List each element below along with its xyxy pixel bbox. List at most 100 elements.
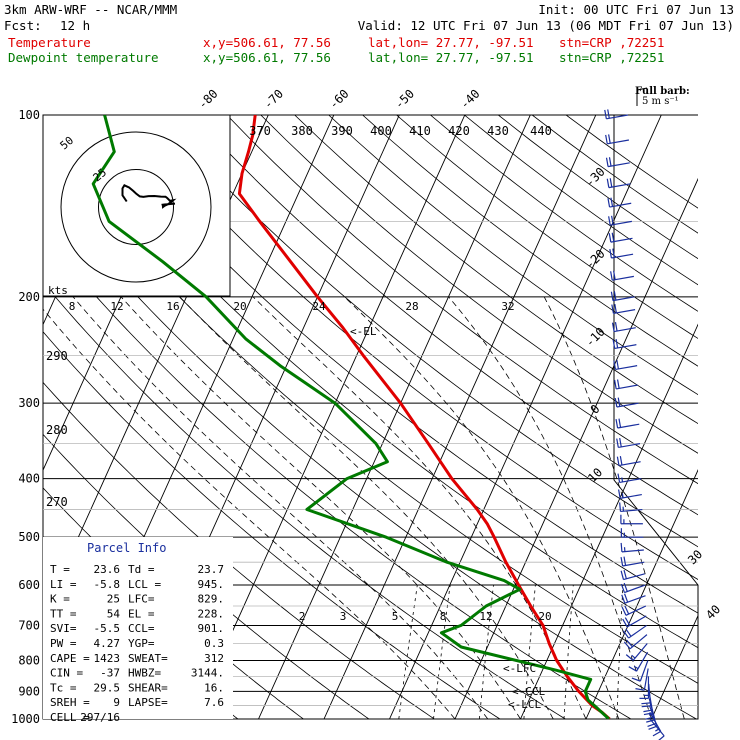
ccl-marker: <-CCL: [512, 685, 545, 698]
moist-adiabat-line: [179, 296, 554, 719]
isotherm-line: [717, 115, 740, 719]
wind-barb-staff: [612, 275, 634, 281]
parcel-param-value: 7.6: [204, 696, 224, 709]
speed-tick-label: 20: [233, 300, 246, 313]
parcel-param-name: CCL=: [128, 622, 155, 635]
wind-barb-feather: [609, 249, 612, 259]
parcel-param-name: SREH =: [50, 696, 90, 709]
parcel-param-name: Td =: [128, 563, 155, 576]
wind-barb: [616, 437, 641, 449]
temperature-tick-label: -80: [195, 87, 220, 112]
pressure-tick-label: 600: [18, 578, 40, 592]
wind-barb: [613, 359, 638, 371]
hodograph-ring: [60, 131, 212, 283]
wind-barb: [620, 569, 645, 581]
pressure-tick-label: 800: [18, 653, 40, 667]
wind-barb-feather: [614, 379, 617, 390]
wind-barb: [610, 270, 634, 281]
wind-barb-staff: [626, 615, 647, 628]
parcel-param-name: T =: [50, 563, 70, 576]
wind-barb-feather: [623, 641, 631, 650]
wind-barb-half-feather: [621, 477, 624, 483]
wind-barb-feather: [604, 109, 607, 119]
parcel-param-value: 945.: [198, 578, 225, 591]
theta-tick-label: 370: [249, 124, 271, 138]
wind-barb-staff: [623, 573, 645, 581]
mixing-ratio-tick-label: 20: [538, 610, 551, 623]
mixing-ratio-tick-label: 12: [479, 610, 492, 623]
wind-barb-feather: [616, 456, 620, 466]
parcel-param-name: HWBZ=: [128, 667, 161, 680]
wind-barb-feather: [608, 157, 612, 167]
temperature-tick-label: -40: [457, 87, 482, 112]
wind-barb-feather: [607, 198, 611, 208]
wind-barb-staff: [606, 114, 629, 120]
parcel-param-name: K =: [50, 593, 70, 606]
parcel-param-name: SHEAR=: [128, 681, 168, 694]
wind-barb-half-feather: [648, 713, 654, 716]
hodograph-trace: [121, 184, 177, 209]
wind-barb-feather: [658, 735, 665, 740]
temperature-tick-label: 30: [685, 547, 705, 567]
wind-barb-staff: [614, 344, 637, 350]
wind-barb-feather: [605, 134, 608, 144]
wind-barb-feather: [615, 419, 619, 429]
wind-barb-half-feather: [633, 665, 639, 670]
wind-barb-feather: [645, 716, 655, 720]
valid-time: Valid: 12 UTC Fri 07 Jun 13 (06 MDT Fri …: [358, 18, 734, 33]
dry-adiabat-line: [464, 115, 698, 286]
parcel-info-box: [43, 537, 233, 719]
forecast-label: Fcst:: [4, 18, 42, 33]
legend-dewpoint-name: Dewpoint temperature: [8, 50, 159, 65]
parcel-param-value: 228.: [198, 607, 225, 620]
wind-barb-staff: [609, 202, 632, 208]
wind-barb-feather: [612, 339, 616, 349]
parcel-param-name: EL =: [128, 607, 155, 620]
parcel-param-value: 25: [107, 593, 120, 606]
parcel-param-value: -5.5: [94, 622, 121, 635]
parcel-param-value: 9: [113, 696, 120, 709]
wind-barb-feather: [606, 178, 610, 188]
parcel-param-value: 297/16: [80, 711, 120, 724]
hodograph: [42, 114, 231, 297]
wind-barb-staff: [636, 651, 649, 672]
wind-barb-staff: [618, 461, 641, 467]
wind-barb: [621, 605, 647, 616]
dry-adiabat-line: [362, 115, 698, 367]
theta-tick-label: 290: [46, 349, 68, 363]
hodograph-kts-label: kts: [48, 284, 68, 297]
wind-barb: [612, 338, 637, 350]
wind-barb-staff: [619, 478, 642, 484]
barb-scale-flag: [636, 87, 648, 91]
parcel-param-name: Tc =: [50, 681, 77, 694]
lcl-marker: <-LCL: [508, 698, 541, 711]
wind-barb-staff: [610, 220, 632, 226]
wind-barb-staff: [648, 705, 658, 727]
wind-barb: [618, 489, 642, 499]
wind-barb: [610, 291, 635, 302]
pressure-tick-label: 500: [18, 530, 40, 544]
wind-barb-feather: [613, 291, 617, 301]
wind-barb-staff: [607, 139, 630, 145]
wind-barb-feather: [626, 639, 633, 648]
wind-barb-feather: [620, 542, 623, 552]
parcel-param-value: 16.: [204, 681, 224, 694]
wind-barb: [611, 303, 636, 315]
speed-tick-label: 12: [110, 300, 123, 313]
wind-barb: [607, 197, 632, 208]
parcel-param-value: -5.8: [94, 578, 121, 591]
pressure-tick-label: 100: [18, 108, 40, 122]
dry-adiabat-line: [294, 115, 698, 425]
dewpoint-profile: [91, 115, 610, 719]
parcel-param-value: 54: [107, 607, 121, 620]
wind-barb-feather: [643, 712, 653, 716]
wind-barb: [622, 615, 647, 628]
el-marker: <-EL: [350, 325, 377, 338]
wind-barb-staff: [607, 162, 630, 168]
wind-barb-feather: [619, 437, 622, 448]
temperature-tick-label: -10: [583, 325, 608, 350]
parcel-param-name: LFC=: [128, 593, 155, 606]
lfc-marker: <-LFC: [503, 662, 536, 675]
wind-barb-staff: [608, 183, 631, 189]
